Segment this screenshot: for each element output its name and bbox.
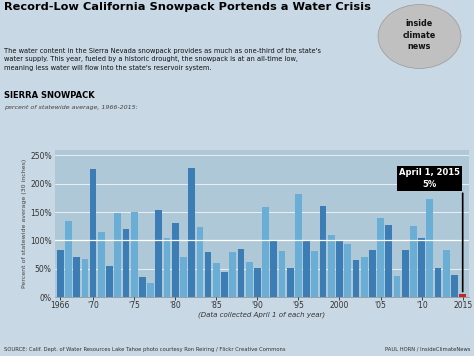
Bar	[205, 252, 211, 297]
Bar	[287, 268, 293, 297]
Bar	[435, 268, 441, 297]
Bar	[172, 224, 179, 297]
Bar	[295, 194, 302, 297]
Bar	[188, 168, 195, 297]
Bar	[229, 252, 236, 297]
Bar	[393, 276, 401, 297]
Bar	[114, 213, 121, 297]
Bar	[459, 294, 466, 297]
Bar	[344, 245, 351, 297]
Text: April 1, 2015
5%: April 1, 2015 5%	[399, 168, 460, 189]
Bar	[418, 237, 425, 297]
Bar	[180, 257, 187, 297]
Bar	[279, 251, 285, 297]
Text: percent of statewide average, 1966-2015:: percent of statewide average, 1966-2015:	[4, 105, 137, 110]
Bar	[319, 206, 327, 297]
Bar	[361, 257, 367, 297]
Bar	[336, 240, 343, 297]
Text: Record-Low California Snowpack Portends a Water Crisis: Record-Low California Snowpack Portends …	[4, 2, 371, 12]
Text: SIERRA SNOWPACK: SIERRA SNOWPACK	[4, 91, 94, 100]
Bar	[155, 210, 162, 297]
Bar	[131, 212, 137, 297]
Bar	[147, 283, 154, 297]
Bar	[90, 169, 97, 297]
Text: PAUL HORN / InsideClimateNews: PAUL HORN / InsideClimateNews	[385, 347, 470, 352]
Bar	[197, 227, 203, 297]
Bar	[82, 258, 88, 297]
Text: inside
climate
news: inside climate news	[403, 19, 436, 51]
Text: Lake Tahoe photo courtesy Ron Reiring / Flickr Creative Commons: Lake Tahoe photo courtesy Ron Reiring / …	[112, 347, 286, 352]
Bar	[311, 251, 318, 297]
Bar	[73, 257, 80, 297]
Text: The water content in the Sierra Nevada snowpack provides as much as one-third of: The water content in the Sierra Nevada s…	[4, 48, 321, 70]
Bar	[427, 199, 433, 297]
Bar	[57, 250, 64, 297]
Bar	[237, 249, 244, 297]
Bar	[402, 250, 409, 297]
Bar	[254, 268, 261, 297]
Bar	[303, 241, 310, 297]
Bar	[271, 240, 277, 297]
Bar	[123, 229, 129, 297]
Bar	[353, 260, 359, 297]
Bar	[410, 226, 417, 297]
Bar	[385, 225, 392, 297]
Bar	[164, 237, 170, 297]
Bar	[98, 232, 105, 297]
Text: SOURCE: Calif. Dept. of Water Resources: SOURCE: Calif. Dept. of Water Resources	[4, 347, 110, 352]
Bar	[65, 221, 72, 297]
Bar	[451, 274, 458, 297]
Bar	[328, 235, 335, 297]
Circle shape	[378, 5, 461, 68]
Bar	[377, 218, 384, 297]
Bar	[246, 262, 253, 297]
Bar	[443, 250, 450, 297]
X-axis label: (Data collected April 1 of each year): (Data collected April 1 of each year)	[198, 312, 326, 318]
Bar	[262, 207, 269, 297]
Bar	[213, 263, 219, 297]
Bar	[106, 266, 113, 297]
Bar	[221, 272, 228, 297]
Y-axis label: Percent of statewide average (30 inches): Percent of statewide average (30 inches)	[22, 159, 27, 288]
Bar	[369, 250, 376, 297]
Bar	[139, 277, 146, 297]
